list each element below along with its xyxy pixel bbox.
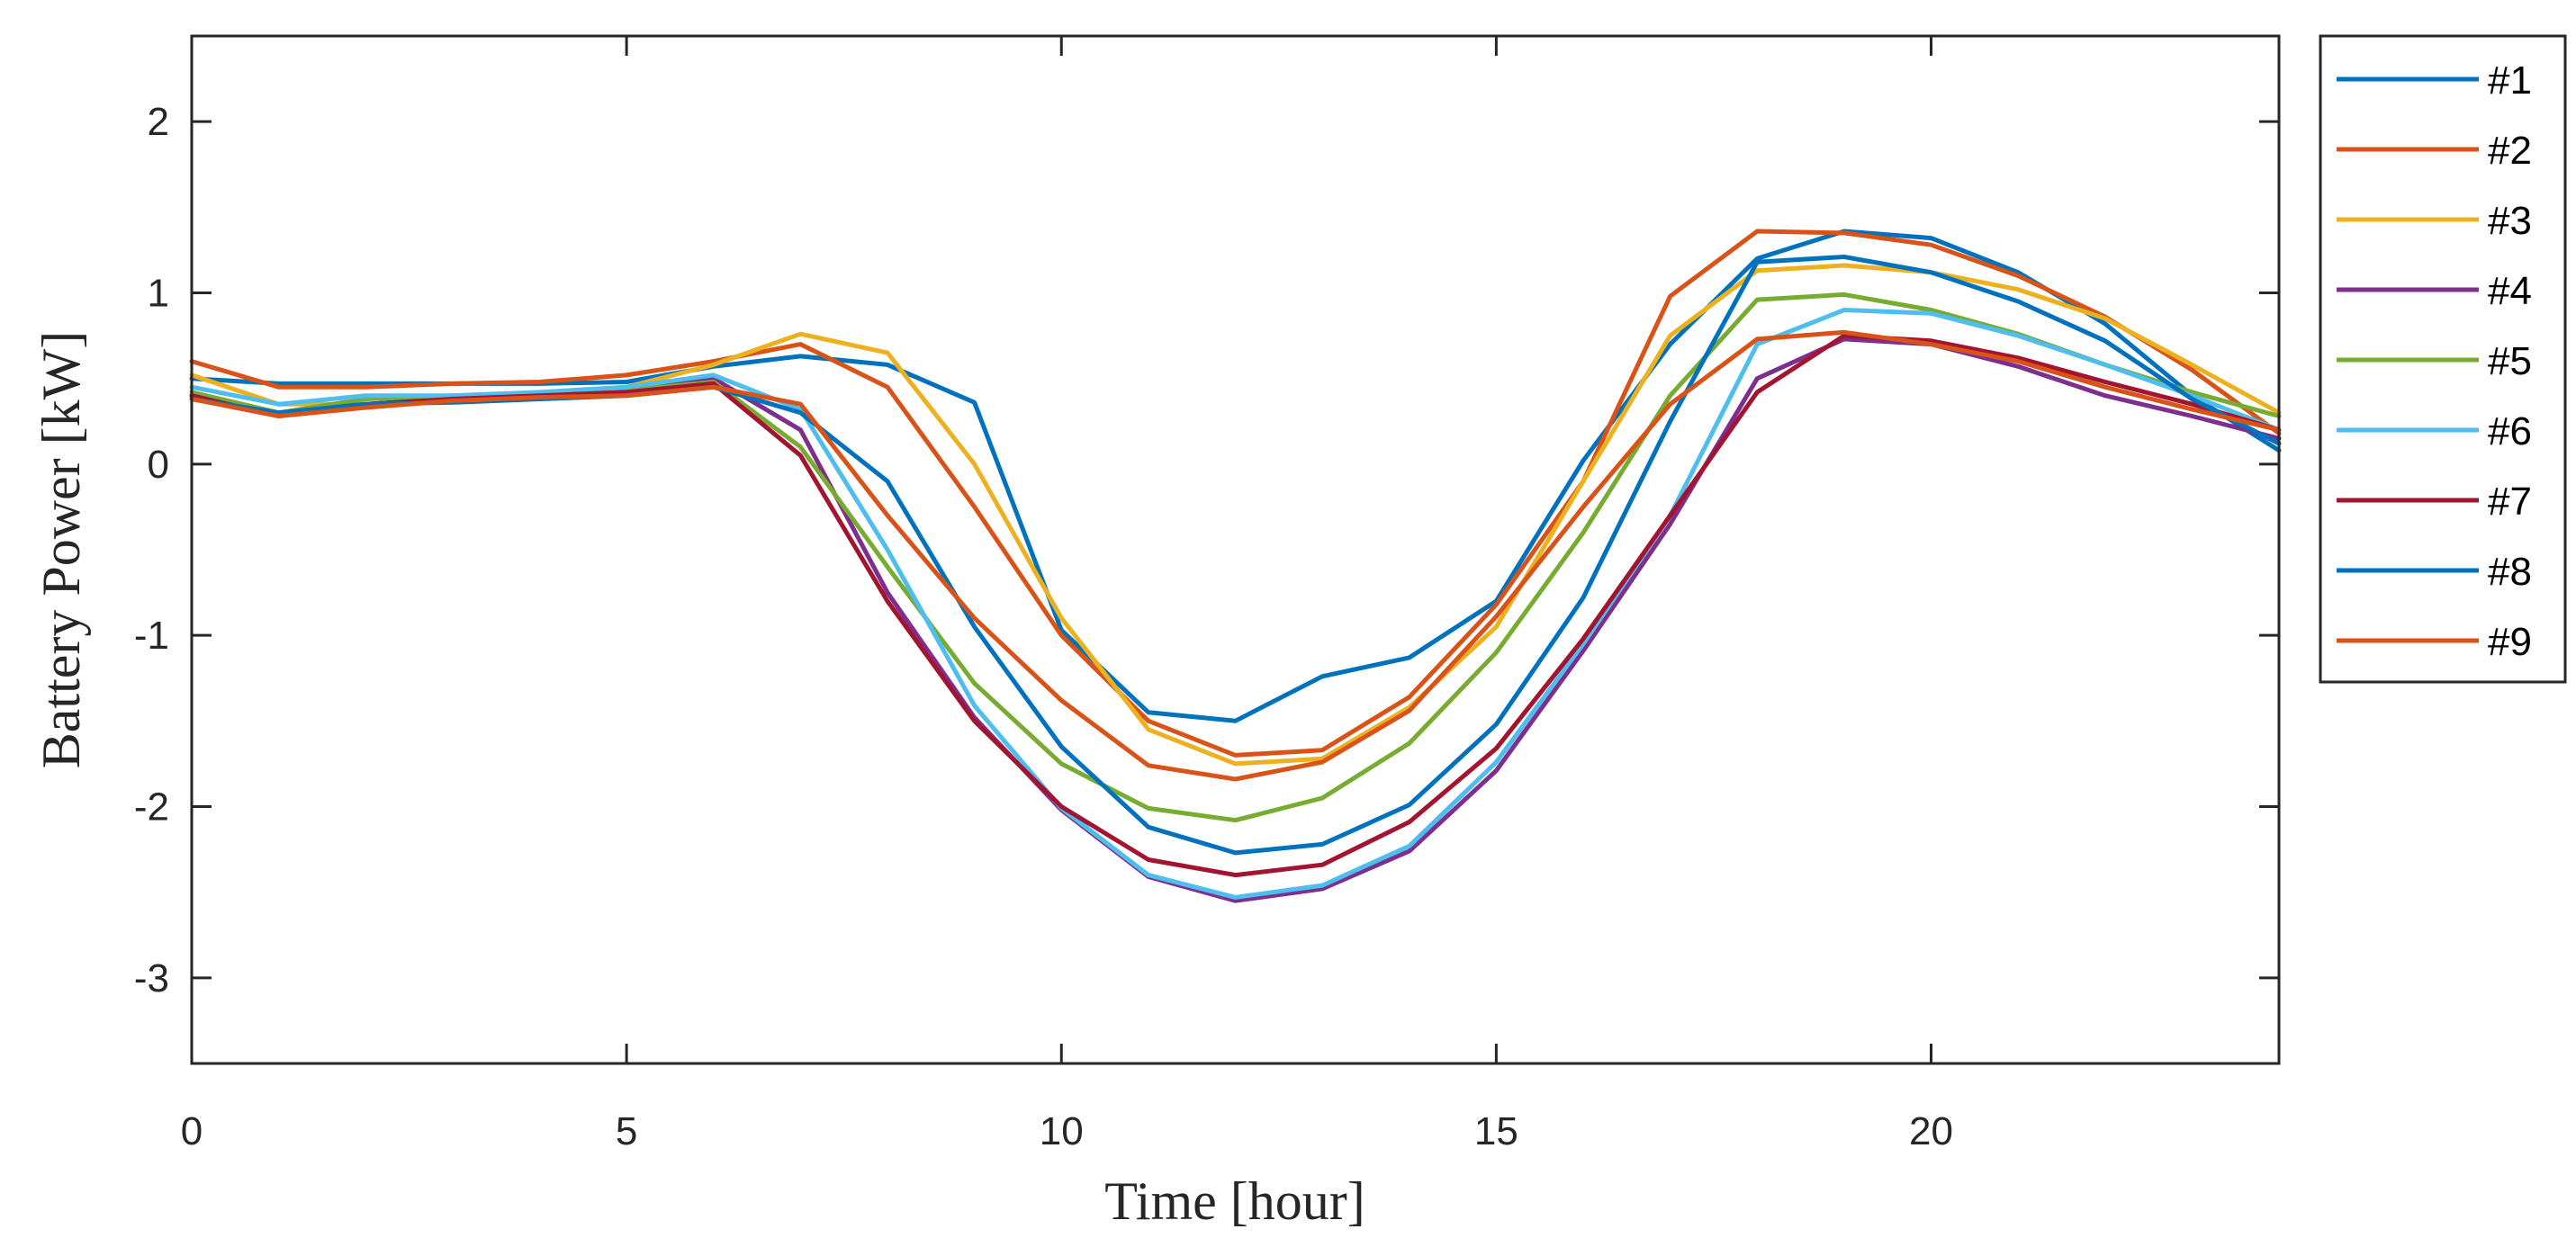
x-tick-label: 20: [1909, 1109, 1953, 1153]
x-tick-label: 5: [616, 1109, 637, 1153]
x-tick-label: 15: [1474, 1109, 1518, 1153]
legend-label-7: #7: [2488, 480, 2532, 524]
y-tick-label: -3: [134, 956, 169, 1000]
axes-box: [190, 34, 2281, 1065]
x-tick-label: 0: [181, 1109, 203, 1153]
series-line-9: [189, 329, 2282, 782]
y-tick-label: -2: [134, 785, 169, 830]
plot-area: [192, 36, 2279, 1063]
series-layer: [189, 229, 2282, 903]
legend: #1 #2 #3 #4 #5 #6 #7 #8 #9: [2319, 34, 2567, 684]
series-line-2: [189, 229, 2282, 758]
y-tick-label: 2: [148, 100, 169, 144]
legend-label-2: #2: [2488, 129, 2532, 173]
legend-label-1: #1: [2488, 58, 2532, 103]
y-axis-title: Battery Power [kW]: [32, 331, 91, 769]
y-tick-label: -1: [134, 614, 169, 658]
legend-label-9: #9: [2488, 620, 2532, 664]
x-tick-label: 10: [1040, 1109, 1084, 1153]
legend-label-8: #8: [2488, 550, 2532, 594]
legend-label-6: #6: [2488, 409, 2532, 453]
y-tick-label: 1: [148, 272, 169, 316]
series-line-6: [189, 308, 2282, 900]
legend-label-3: #3: [2488, 199, 2532, 243]
legend-label-4: #4: [2488, 269, 2532, 313]
x-axis-title: Time [hour]: [1104, 1171, 1365, 1231]
y-tick-label: 0: [148, 443, 169, 487]
legend-label-5: #5: [2488, 339, 2532, 383]
